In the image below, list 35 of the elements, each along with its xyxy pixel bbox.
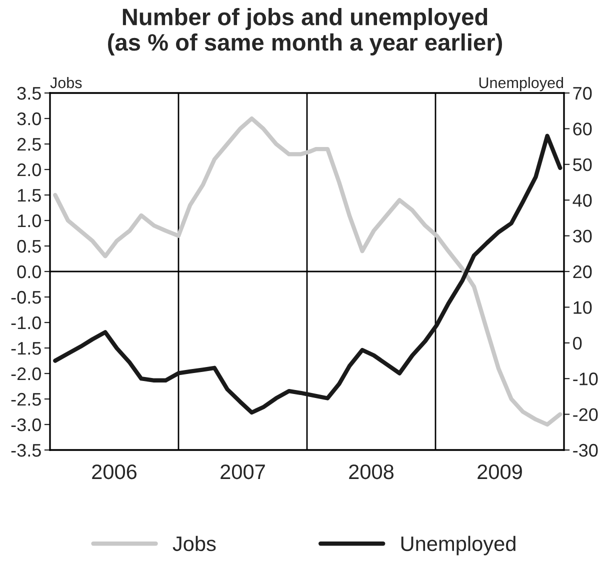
y-tick-label: -2.5 (11, 392, 41, 406)
y2-axis-title: Unemployed (479, 76, 564, 92)
y-tick-label: 3.5 (17, 86, 41, 100)
y-tick-label: -2.0 (11, 367, 41, 380)
y-tick-label: 0.0 (17, 265, 41, 278)
y-tick-label: -0.5 (11, 290, 41, 304)
y-axis-title: Jobs (50, 76, 82, 88)
y-tick-label: -1.5 (11, 342, 41, 355)
x-tick-label: 2008 (349, 464, 394, 480)
legend-label: Jobs (172, 536, 216, 552)
y2-tick-label: -10 (573, 372, 598, 386)
x-tick-label: 2006 (92, 464, 137, 480)
y-tick-label: 1.0 (18, 214, 41, 228)
y2-tick-label: 30 (573, 230, 592, 243)
y2-tick-label: -30 (573, 444, 598, 457)
y-tick-label: -3.5 (11, 444, 41, 457)
y2-tick-label: 40 (572, 194, 592, 207)
y2-tick-label: 60 (573, 122, 592, 136)
y-tick-label: -1.0 (11, 316, 41, 330)
y2-tick-label: 50 (573, 158, 592, 172)
y2-tick-label: -20 (573, 408, 598, 422)
y2-tick-label: 20 (573, 265, 592, 278)
y2-tick-label: 70 (573, 86, 592, 100)
chart-title: Number of jobs and unemployed (as % of same month a year earlier) (108, 8, 502, 56)
x-tick-label: 2009 (478, 464, 522, 480)
y-tick-label: 2.0 (17, 163, 41, 176)
y-tick-label: 1.5 (18, 189, 41, 202)
y-tick-label: 2.5 (17, 138, 41, 151)
x-tick-label: 2007 (220, 464, 265, 480)
legend-label: Unemployed (401, 536, 516, 556)
y2-tick-label: 10 (574, 301, 592, 314)
y-tick-label: -3.0 (11, 418, 41, 432)
y2-tick-label: 0 (573, 336, 582, 350)
y-tick-label: 3.0 (17, 112, 41, 126)
y-tick-label: 0.5 (17, 240, 41, 253)
